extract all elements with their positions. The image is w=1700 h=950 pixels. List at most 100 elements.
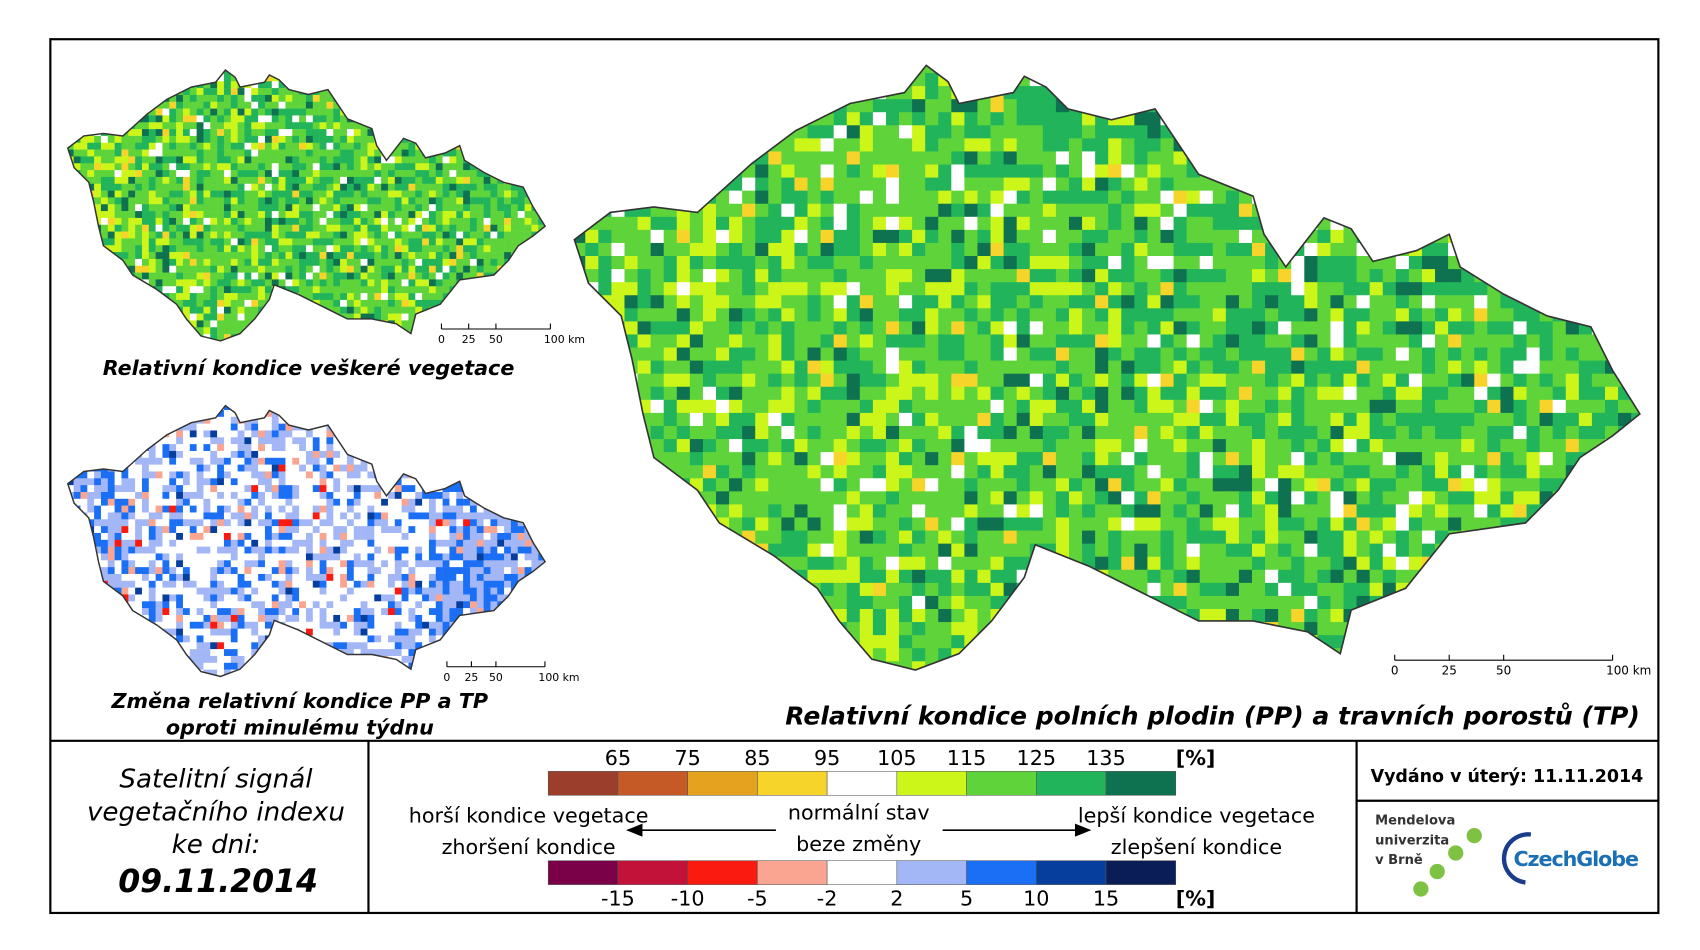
- map-pixel: [353, 135, 361, 143]
- map-pixel: [1186, 347, 1201, 362]
- map-pixel: [1147, 582, 1162, 597]
- map-pixel: [885, 609, 900, 623]
- map-pixel: [977, 543, 992, 558]
- map-pixel: [611, 256, 626, 270]
- map-pixel: [278, 94, 286, 102]
- map-pixel: [394, 94, 402, 102]
- map-pixel: [100, 94, 109, 102]
- map-pixel: [422, 129, 430, 137]
- map-pixel: [1369, 242, 1384, 257]
- map-pixel: [663, 334, 678, 349]
- map-pixel: [1578, 543, 1593, 558]
- map-pixel: [1173, 334, 1188, 349]
- map-pixel: [203, 70, 211, 75]
- map-pixel: [624, 242, 639, 257]
- map-pixel: [1578, 465, 1593, 479]
- map-pixel: [1317, 543, 1331, 558]
- map-pixel: [899, 386, 913, 401]
- map-pixel: [1539, 582, 1554, 597]
- map-pixel: [1186, 72, 1201, 87]
- map-pixel: [1513, 203, 1528, 218]
- map-pixel: [807, 164, 822, 179]
- map-pixel: [346, 129, 355, 137]
- map-pixel: [1631, 491, 1640, 505]
- map-pixel: [490, 94, 498, 102]
- map-pixel: [1500, 504, 1515, 519]
- map-pixel: [1644, 230, 1658, 244]
- map-pixel: [1016, 373, 1031, 388]
- map-pixel: [689, 151, 704, 166]
- map-pixel: [264, 135, 273, 143]
- map-pixel: [422, 122, 430, 130]
- map-pixel: [1578, 190, 1593, 205]
- map-pixel: [1016, 229, 1031, 244]
- map-pixel: [1016, 491, 1031, 505]
- map-pixel: [1578, 373, 1593, 388]
- map-pixel: [1173, 164, 1188, 179]
- map-pixel: [872, 595, 887, 610]
- map-pixel: [1134, 373, 1148, 388]
- map-pixel: [1291, 177, 1305, 192]
- map-pixel: [1435, 425, 1449, 440]
- map-pixel: [1565, 556, 1580, 571]
- map-pixel: [1395, 65, 1410, 74]
- map-pixel: [1395, 635, 1410, 649]
- map-pixel: [1225, 595, 1240, 610]
- map-pixel: [1631, 452, 1640, 466]
- map-pixel: [1147, 125, 1162, 139]
- map-pixel: [1644, 387, 1658, 401]
- map-pixel: [1095, 138, 1109, 152]
- map-pixel: [885, 556, 900, 571]
- map-pixel: [271, 81, 279, 89]
- map-pixel: [1147, 556, 1162, 571]
- map-pixel: [1539, 360, 1554, 375]
- map-pixel: [689, 229, 704, 244]
- map-pixel: [1225, 295, 1240, 309]
- map-pixel: [794, 452, 809, 466]
- map-pixel: [637, 86, 652, 100]
- map-pixel: [1604, 478, 1619, 492]
- map-pixel: [1147, 72, 1162, 87]
- map-pixel: [833, 216, 848, 231]
- map-pixel: [872, 635, 887, 649]
- map-pixel: [381, 81, 389, 89]
- map-pixel: [872, 321, 887, 336]
- map-pixel: [1082, 86, 1096, 100]
- map-pixel: [650, 491, 665, 505]
- map-pixel: [381, 142, 389, 150]
- map-pixel: [1095, 203, 1109, 218]
- map-pixel: [1225, 425, 1240, 440]
- map-pixel: [1252, 112, 1266, 126]
- map-pixel: [1604, 242, 1619, 257]
- map-pixel: [1016, 138, 1031, 152]
- map-pixel: [87, 108, 95, 116]
- map-pixel: [1029, 151, 1044, 166]
- map-pixel: [1330, 125, 1345, 139]
- map-pixel: [951, 269, 965, 283]
- map-pixel: [326, 81, 334, 89]
- map-pixel: [531, 101, 539, 109]
- map-pixel: [67, 101, 74, 109]
- map-pixel: [742, 295, 756, 309]
- map-pixel: [223, 142, 232, 150]
- map-pixel: [859, 177, 874, 192]
- map-pixel: [1186, 203, 1201, 218]
- map-pixel: [1604, 138, 1619, 152]
- map-pixel: [422, 156, 430, 164]
- map-pixel: [585, 386, 599, 401]
- map-pixel: [114, 74, 122, 82]
- map-pixel: [1278, 125, 1292, 139]
- map-pixel: [1408, 164, 1423, 179]
- map-pixel: [650, 582, 665, 597]
- map-pixel: [951, 478, 965, 492]
- map-pixel: [1500, 86, 1515, 100]
- map-pixel: [885, 648, 900, 662]
- map-pixel: [1016, 543, 1031, 558]
- map-pixel: [872, 164, 887, 179]
- map-pixel: [1369, 556, 1384, 571]
- map-pixel: [990, 386, 1005, 401]
- map-pixel: [1618, 425, 1632, 440]
- map-pixel: [1631, 112, 1640, 126]
- map-pixel: [100, 115, 109, 123]
- map-pixel: [689, 177, 704, 192]
